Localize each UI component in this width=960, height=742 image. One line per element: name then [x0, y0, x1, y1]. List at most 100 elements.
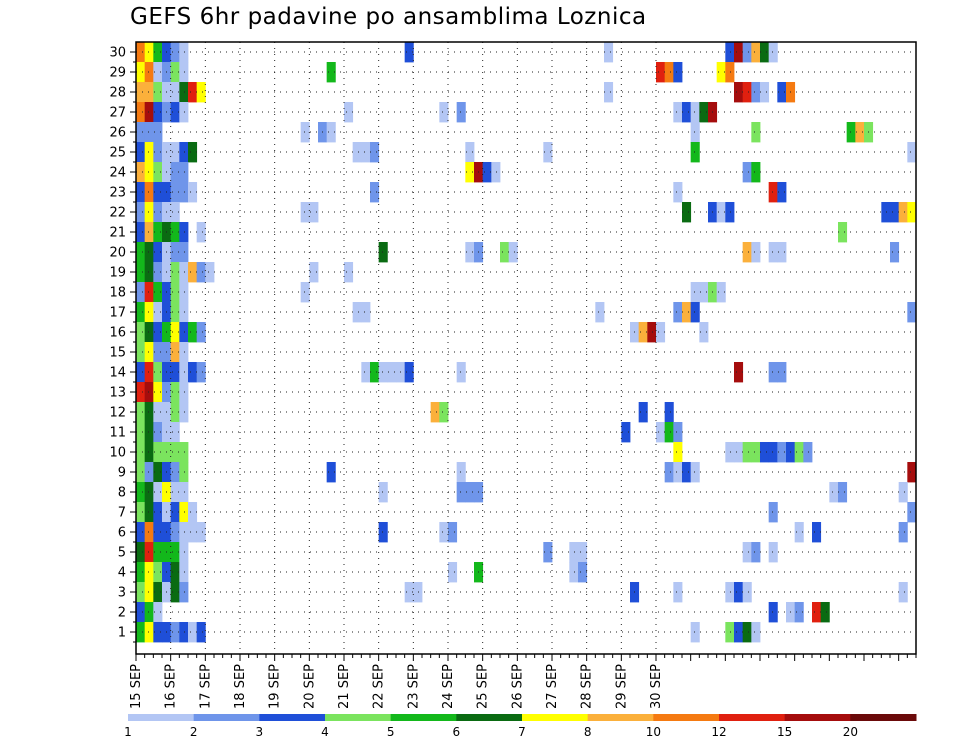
heatmap-cell — [170, 182, 180, 203]
heatmap-cell — [508, 242, 518, 263]
heatmap-cell — [656, 62, 666, 83]
heatmap-cell — [136, 242, 146, 263]
heatmap-cell — [170, 502, 180, 523]
heatmap-cell — [751, 622, 761, 643]
color-legend-swatch — [456, 714, 523, 721]
heatmap-cell — [153, 82, 163, 103]
color-legend-swatch — [193, 714, 260, 721]
heatmap-cell — [153, 542, 163, 563]
y-tick-label: 7 — [118, 506, 126, 521]
heatmap-cell — [300, 122, 310, 143]
heatmap-cell — [170, 162, 180, 183]
color-legend-label: 4 — [321, 725, 329, 739]
heatmap-cell — [144, 462, 154, 483]
grid-lines — [136, 42, 916, 654]
heatmap-cell — [812, 522, 822, 543]
y-tick-label: 21 — [109, 226, 126, 241]
heatmap-cell — [179, 522, 189, 543]
heatmap-cell — [179, 42, 189, 63]
heatmap-cell — [768, 362, 778, 383]
heatmap-cell — [378, 362, 388, 383]
heatmap-cell — [170, 142, 180, 163]
heatmap-cell — [196, 362, 206, 383]
heatmap-cell — [205, 262, 215, 283]
heatmap-cell — [136, 262, 146, 283]
x-axis: 15 SEP 16 SEP 17 SEP 18 SEP 19 SEP 20 SEP 21 S… — [129, 654, 917, 709]
heatmap-cell — [188, 522, 198, 543]
heatmap-cell — [387, 362, 397, 383]
heatmap-cell — [136, 482, 146, 503]
heatmap-cell — [170, 522, 180, 543]
y-tick-label: 13 — [109, 386, 126, 401]
heatmap-cell — [751, 162, 761, 183]
heatmap-cell — [153, 222, 163, 243]
heatmap-cell — [751, 42, 761, 63]
heatmap-cell — [326, 62, 336, 83]
heatmap-cell — [179, 62, 189, 83]
y-tick-label: 17 — [109, 306, 126, 321]
heatmap-cell — [768, 502, 778, 523]
heatmap-cell — [690, 102, 700, 123]
heatmap-cell — [179, 322, 189, 343]
heatmap-cell — [604, 42, 614, 63]
heatmap-cell — [673, 102, 683, 123]
heatmap-cell — [153, 342, 163, 363]
heatmap-cell — [751, 82, 761, 103]
heatmap-cell — [682, 462, 692, 483]
heatmap-cell — [170, 442, 180, 463]
heatmap-cell — [881, 202, 891, 223]
heatmap-cell — [136, 62, 146, 83]
heatmap-cell — [300, 202, 310, 223]
x-tick-label: 27 SEP — [545, 664, 560, 709]
heatmap-cell — [144, 202, 154, 223]
heatmap-cell — [136, 82, 146, 103]
heatmap-cell — [170, 242, 180, 263]
y-tick-label: 22 — [109, 206, 126, 221]
heatmap-cell — [179, 182, 189, 203]
heatmap-cell — [846, 122, 856, 143]
heatmap-cell — [300, 282, 310, 303]
heatmap-cell — [656, 322, 666, 343]
y-tick-label: 29 — [109, 66, 126, 81]
heatmap-cell — [179, 402, 189, 423]
color-legend-label: 1 — [124, 725, 132, 739]
heatmap-cell — [144, 262, 154, 283]
heatmap-cell — [153, 602, 163, 623]
heatmap-cell — [768, 602, 778, 623]
heatmap-cell — [188, 82, 198, 103]
heatmap-cell — [170, 342, 180, 363]
heatmap-cell — [673, 462, 683, 483]
y-tick-label: 19 — [109, 266, 126, 281]
heatmap-cell — [179, 562, 189, 583]
heatmap-cell — [690, 282, 700, 303]
heatmap-cell — [144, 222, 154, 243]
heatmap-cell — [188, 322, 198, 343]
heatmap-cell — [751, 242, 761, 263]
y-tick-label: 12 — [109, 406, 126, 421]
heatmap-cell — [578, 542, 588, 563]
heatmap-cell — [699, 322, 709, 343]
heatmap-cell — [595, 302, 605, 323]
heatmap-cell — [482, 162, 492, 183]
heatmap-cell — [136, 322, 146, 343]
heatmap-cell — [144, 162, 154, 183]
heatmap-cell — [136, 42, 146, 63]
heatmap-cell — [690, 142, 700, 163]
heatmap-cell — [777, 242, 787, 263]
heatmap-cell — [742, 162, 752, 183]
heatmap-cell — [404, 42, 414, 63]
heatmap-cell — [136, 362, 146, 383]
heatmap-cell — [465, 162, 475, 183]
heatmap-cell — [725, 442, 735, 463]
heatmap-cell — [188, 362, 198, 383]
y-tick-label: 6 — [118, 526, 126, 541]
heatmap-cell — [136, 542, 146, 563]
heatmap-cell — [898, 582, 908, 603]
heatmap-cell — [370, 142, 380, 163]
heatmap-cell — [153, 382, 163, 403]
heatmap-cell — [465, 242, 475, 263]
color-legend-label: 7 — [518, 725, 526, 739]
heatmap-cell — [829, 482, 839, 503]
heatmap-cell — [144, 182, 154, 203]
